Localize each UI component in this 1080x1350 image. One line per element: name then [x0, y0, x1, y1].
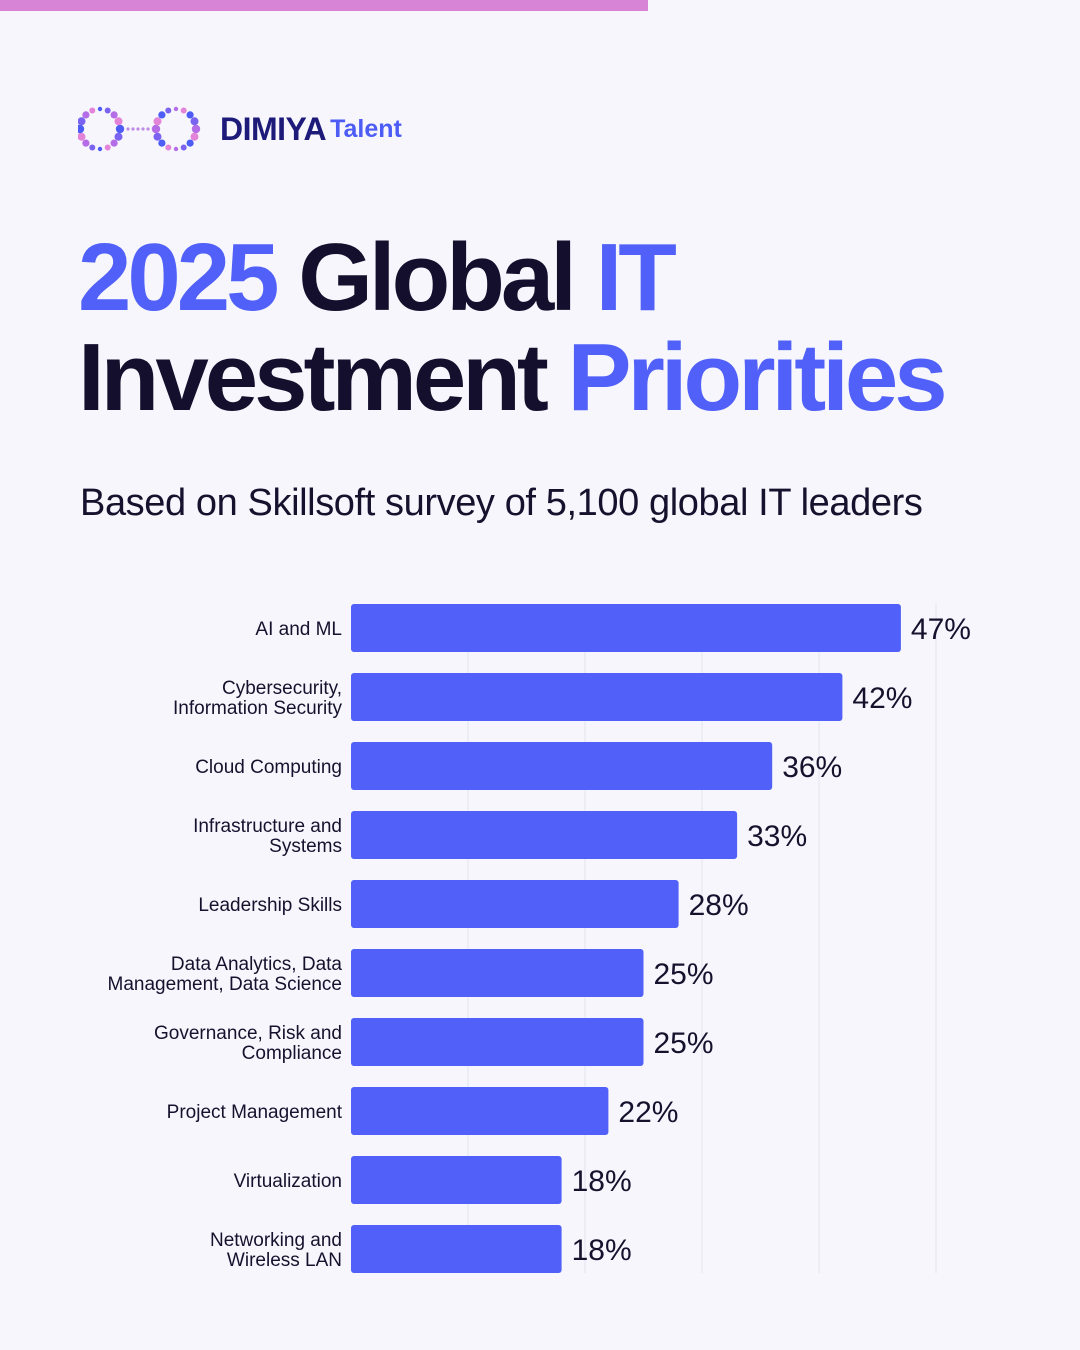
logo-dot [114, 132, 123, 141]
category-label-line: Leadership Skills [198, 895, 342, 916]
logo-dot [97, 106, 103, 112]
bar [351, 673, 843, 721]
bar [351, 811, 738, 859]
top-accent-bar [0, 0, 648, 11]
bar-chart: 47% AI and ML 42% Cybersecurity, Information… [108, 604, 971, 1273]
logo-dot [110, 111, 118, 119]
category-label-line: Systems [269, 836, 342, 857]
logo-dot [97, 146, 103, 152]
logo-dot [173, 146, 179, 152]
category-label-line: Cloud Computing [195, 757, 342, 778]
logo-dot [82, 111, 90, 119]
data-label: 28% [689, 889, 749, 922]
logo-dot [136, 127, 140, 131]
category-label-line: Wireless LAN [227, 1250, 342, 1271]
logo-dot [151, 124, 161, 134]
subtitle: Based on Skillsoft survey of 5,100 globa… [80, 482, 923, 524]
category-label: Virtualization [234, 1171, 342, 1192]
bar [351, 1018, 644, 1066]
logo-dot [89, 144, 96, 151]
logo-dot [104, 144, 111, 151]
page-title: 2025 Global IT Investment Priorities [78, 228, 948, 431]
logo-dot [190, 132, 199, 141]
title-priorities: Priorities [567, 324, 947, 431]
category-label-line: AI and ML [255, 619, 342, 640]
category-label-line: Management, Data Science [108, 974, 342, 995]
logo-dot [165, 107, 172, 114]
category-label-line: Project Management [167, 1102, 343, 1123]
bar [351, 880, 679, 928]
category-label-line: Cybersecurity, [222, 678, 342, 699]
logo-dot [186, 139, 194, 147]
category-label: AI and ML [255, 619, 342, 640]
bar [351, 1225, 562, 1273]
title-investment: Investment [78, 324, 549, 431]
category-label-line: Data Analytics, Data [171, 954, 343, 975]
data-label: 36% [782, 751, 842, 784]
title-global: Global [298, 224, 577, 331]
data-label: 22% [618, 1096, 678, 1129]
logo-dot [190, 117, 199, 126]
brand-logo: DIMIYA Talent [78, 98, 402, 160]
logo-dot [89, 107, 96, 114]
bar [351, 949, 644, 997]
logo-dot [186, 111, 194, 119]
data-label: 42% [852, 682, 912, 715]
logo-dot [78, 132, 86, 141]
logo-dot [78, 117, 86, 126]
logo-dot [78, 124, 85, 134]
logo-dot [153, 117, 162, 126]
logo-dot [146, 127, 150, 131]
category-label-line: Governance, Risk and [154, 1023, 342, 1044]
bar [351, 604, 901, 652]
logo-dot [82, 139, 90, 147]
logo-dot [126, 127, 130, 131]
data-label: 25% [654, 958, 714, 991]
category-label-line: Infrastructure and [193, 816, 342, 837]
title-year: 2025 [78, 224, 280, 331]
category-label: Cloud Computing [195, 757, 342, 778]
category-label-line: Compliance [242, 1043, 342, 1064]
bar [351, 742, 773, 790]
logo-dot [173, 106, 179, 112]
logo-dot [153, 132, 162, 141]
logo-dot [191, 124, 201, 134]
category-label: Project Management [167, 1102, 343, 1123]
bar [351, 1087, 609, 1135]
logo-dot [158, 139, 166, 147]
data-label: 25% [654, 1027, 714, 1060]
data-label: 33% [747, 820, 807, 853]
logo-dot [114, 117, 123, 126]
brand-name: DIMIYA [220, 110, 327, 147]
brand-sub: Talent [330, 114, 402, 143]
data-label: 18% [572, 1234, 632, 1267]
data-label: 18% [572, 1165, 632, 1198]
category-label-line: Information Security [173, 698, 342, 719]
data-label: 47% [911, 613, 971, 646]
bar [351, 1156, 562, 1204]
logo-dot [158, 111, 166, 119]
category-label: Infrastructure and Systems [193, 816, 342, 857]
logo-dot [104, 107, 111, 114]
title-it: IT [595, 224, 677, 331]
category-label: Data Analytics, Data Management, Data Sci… [108, 954, 343, 995]
category-label: Cybersecurity, Information Security [173, 678, 342, 719]
category-label-line: Networking and [210, 1230, 342, 1251]
category-label: Networking and Wireless LAN [210, 1230, 342, 1271]
infinity-dots-icon [78, 106, 201, 152]
logo-dot [115, 124, 125, 134]
category-label: Leadership Skills [198, 895, 342, 916]
category-label-line: Virtualization [234, 1171, 342, 1192]
logo-dot [131, 127, 135, 131]
logo-dot [110, 139, 118, 147]
logo-dot [141, 127, 145, 131]
logo-dot [165, 144, 172, 151]
category-label: Governance, Risk and Compliance [154, 1023, 342, 1064]
logo-dot [180, 107, 187, 114]
logo-dot [180, 144, 187, 151]
